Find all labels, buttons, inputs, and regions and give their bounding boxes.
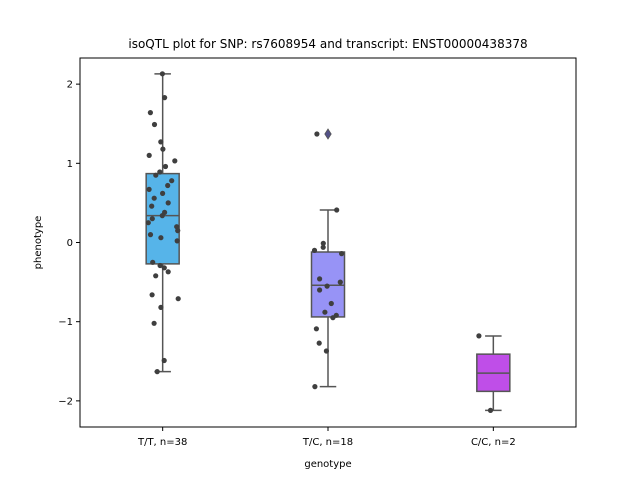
data-point <box>316 340 322 346</box>
data-point <box>149 292 155 298</box>
data-point <box>153 172 159 178</box>
data-point <box>161 265 167 271</box>
data-point <box>158 235 164 241</box>
data-point <box>158 304 164 310</box>
data-point <box>312 384 318 390</box>
data-point <box>324 283 330 289</box>
y-axis: 2 1 0 −1 −2 <box>58 80 80 407</box>
data-point <box>147 110 153 116</box>
data-point <box>320 244 326 250</box>
data-point <box>175 228 181 234</box>
data-point <box>334 207 340 213</box>
data-point <box>157 262 163 269</box>
y-tick-label: −1 <box>58 317 73 328</box>
data-point <box>328 300 334 307</box>
data-point <box>165 200 171 206</box>
data-point <box>323 348 329 354</box>
data-point <box>314 131 320 137</box>
data-point <box>174 224 180 230</box>
y-axis-label: phenotype <box>33 216 44 270</box>
data-point <box>151 121 158 128</box>
data-point <box>160 190 166 196</box>
data-point <box>160 146 166 152</box>
data-point <box>174 238 180 244</box>
data-point <box>169 178 175 184</box>
data-point <box>147 232 154 238</box>
x-tick-label: T/T, n=38 <box>137 437 187 448</box>
data-point <box>150 259 156 265</box>
data-point <box>162 163 169 170</box>
data-point <box>151 320 157 326</box>
data-point <box>313 326 319 332</box>
data-point <box>157 169 163 175</box>
data-point <box>317 287 323 293</box>
data-point <box>317 276 323 282</box>
data-point <box>322 309 328 315</box>
data-point <box>162 95 168 101</box>
data-point <box>158 139 164 145</box>
data-point <box>165 182 171 189</box>
data-point <box>337 279 343 285</box>
box-group <box>310 128 346 390</box>
data-point <box>145 220 151 226</box>
box-group <box>145 71 181 375</box>
box-group <box>476 333 511 413</box>
chart-title: isoQTL plot for SNP: rs7608954 and trans… <box>128 37 527 51</box>
data-point <box>476 333 482 339</box>
outlier-marker <box>324 128 332 140</box>
data-point <box>159 71 165 77</box>
data-point <box>487 407 494 413</box>
data-point <box>154 369 160 375</box>
data-point <box>311 247 318 253</box>
data-point <box>330 315 336 321</box>
y-tick-label: 1 <box>67 159 73 170</box>
x-axis-label: genotype <box>304 459 351 470</box>
data-point <box>159 213 165 219</box>
y-tick-label: 2 <box>67 80 73 91</box>
data-point <box>165 269 171 275</box>
x-tick-label: T/C, n=18 <box>302 437 353 448</box>
data-point <box>146 186 152 192</box>
data-point <box>172 158 178 164</box>
data-point <box>320 240 326 246</box>
x-axis: T/T, n=38 T/C, n=18 C/C, n=2 <box>137 427 516 448</box>
data-point <box>161 357 167 364</box>
x-tick-label: C/C, n=2 <box>471 437 516 448</box>
plot-area <box>145 71 511 413</box>
data-point <box>149 203 155 209</box>
data-point <box>339 251 345 257</box>
data-point <box>151 195 157 201</box>
data-point <box>175 296 181 302</box>
data-point <box>153 273 159 279</box>
y-tick-label: −2 <box>58 396 73 407</box>
data-point <box>146 152 152 158</box>
data-point <box>149 216 155 222</box>
y-tick-label: 0 <box>67 238 73 249</box>
